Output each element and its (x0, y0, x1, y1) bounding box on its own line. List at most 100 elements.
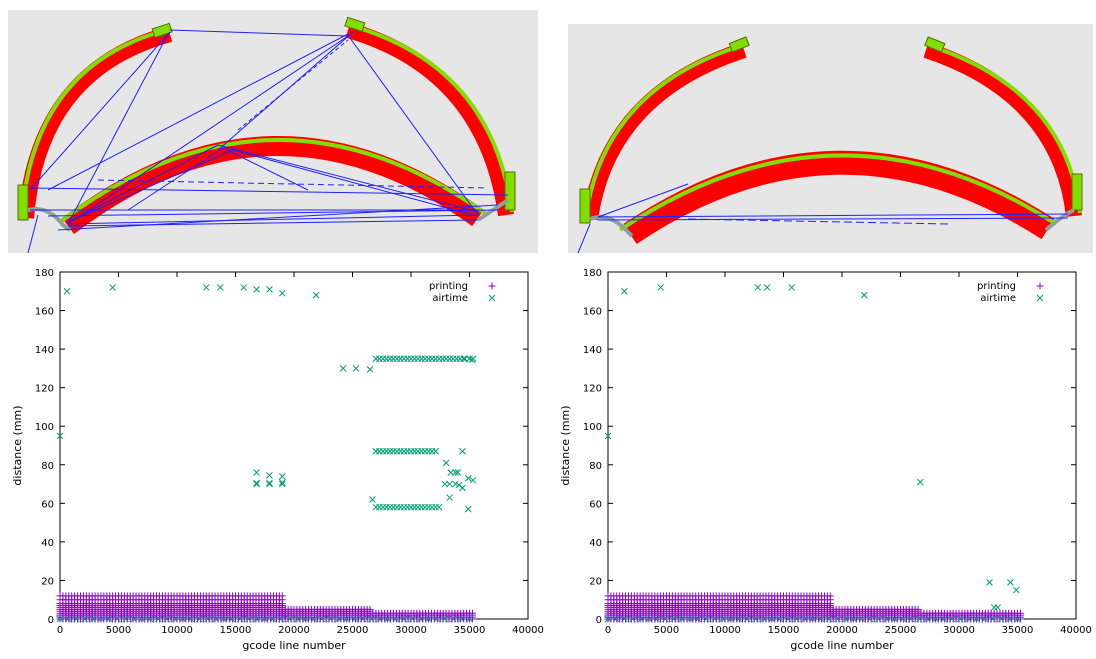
airtime-point (956, 615, 964, 623)
x-axis-label: gcode line number (790, 639, 894, 652)
left-arch-tip (728, 36, 750, 53)
airtime-point (109, 284, 117, 291)
printing-point (278, 592, 286, 600)
airtime-point (784, 615, 792, 623)
airtime-point (809, 615, 817, 623)
x-tick-label: 15000 (220, 625, 252, 636)
airtime-point (366, 365, 374, 373)
airtime-point (359, 615, 367, 623)
x-tick-label: 35000 (1002, 625, 1034, 636)
airtime-point (236, 615, 244, 623)
airtime-point (874, 615, 882, 623)
airtime-point (678, 615, 686, 623)
airtime-point (793, 615, 800, 623)
airtime-point (278, 479, 286, 486)
airtime-point (369, 496, 376, 503)
right-arch-foot (1071, 173, 1083, 211)
airtime-point (612, 615, 620, 623)
scatter-chart-svg: 0 5000 10000 15000 20000 25000 30000 35000 40000… (11, 268, 544, 652)
airtime-point (146, 615, 154, 623)
y-tick-label: 80 (41, 461, 54, 472)
y-tick-label: 20 (41, 576, 54, 587)
airtime-point (63, 287, 71, 295)
airtime-point (56, 432, 64, 440)
airtime-point (408, 615, 416, 623)
plot-marks (604, 284, 1024, 623)
x-tick-label: 20000 (826, 625, 858, 636)
x-tick-label: 35000 (454, 625, 486, 636)
bottom-arch-print (623, 150, 1055, 244)
airtime-point (460, 355, 468, 363)
airtime-point (294, 615, 301, 623)
airtime-point (661, 615, 669, 623)
airtime-point (352, 365, 360, 372)
airtime-point (727, 615, 735, 623)
airtime-point (97, 615, 105, 623)
airtime-point (122, 615, 129, 623)
airtime-point (318, 615, 326, 623)
airtime-point (351, 615, 359, 623)
left-arch-tip (151, 22, 173, 39)
airtime-point (179, 615, 187, 623)
airtime-point (204, 615, 211, 623)
airtime-point (743, 615, 751, 623)
airtime-point (917, 478, 924, 486)
left-base-hook (589, 215, 634, 238)
airtime-point (645, 615, 653, 623)
airtime-point (973, 615, 980, 623)
airtime-point (1012, 586, 1020, 594)
airtime-point (454, 469, 462, 476)
travel-moves (27, 29, 509, 254)
airtime-point (754, 284, 762, 291)
x-tick-label: 25000 (337, 625, 369, 636)
airtime-point (339, 365, 347, 372)
y-tick-label: 60 (589, 499, 602, 510)
airtime-point (466, 615, 473, 623)
airtime-point (621, 287, 628, 295)
airtime-point (459, 484, 466, 492)
airtime-point (400, 615, 408, 623)
y-tick-label: 160 (35, 307, 54, 318)
distance-scatter-chart-right: 0 5000 10000 15000 20000 25000 30000 35000 40000… (548, 262, 1096, 655)
y-tick-label: 20 (589, 576, 602, 587)
airtime-point (113, 615, 121, 623)
airtime-point (670, 615, 677, 623)
airtime-point (376, 615, 383, 623)
left-arch-foot (17, 184, 29, 221)
distance-scatter-chart-left: 0 5000 10000 15000 20000 25000 30000 35000 40000… (0, 262, 548, 655)
legend-label: airtime (432, 293, 468, 304)
x-tick-label: 0 (57, 625, 63, 636)
airtime-point (253, 615, 260, 623)
airtime-point (253, 479, 260, 487)
x-axis-label: gcode line number (242, 639, 346, 652)
printing-point (1016, 609, 1024, 617)
y-tick-label: 100 (583, 422, 602, 433)
y-tick-label: 40 (41, 538, 54, 549)
x-tick-label: 10000 (709, 625, 741, 636)
y-tick-label: 0 (596, 615, 602, 626)
left-arch-print (582, 42, 747, 221)
airtime-point (56, 615, 64, 623)
airtime-point (64, 615, 72, 623)
airtime-point (686, 615, 694, 623)
airtime-point (384, 615, 391, 623)
airtime-point (702, 615, 710, 623)
y-tick-label: 180 (583, 268, 602, 279)
y-axis-label: distance (mm) (11, 405, 24, 485)
y-tick-label: 120 (35, 384, 54, 395)
airtime-point (220, 615, 228, 623)
x-tick-label: 30000 (943, 625, 975, 636)
y-tick-label: 140 (583, 345, 602, 356)
airtime-point (994, 604, 1001, 611)
y-tick-label: 120 (583, 384, 602, 395)
airtime-point (883, 615, 890, 623)
left-arch-shell (584, 44, 741, 217)
airtime-point (278, 480, 286, 488)
legend-marker-printing (488, 282, 496, 290)
airtime-point (432, 447, 439, 455)
right-arch-foot (504, 171, 516, 211)
right-base-hook (476, 198, 510, 222)
plot-marks (56, 284, 477, 623)
airtime-point (195, 615, 203, 623)
airtime-point (449, 615, 457, 623)
